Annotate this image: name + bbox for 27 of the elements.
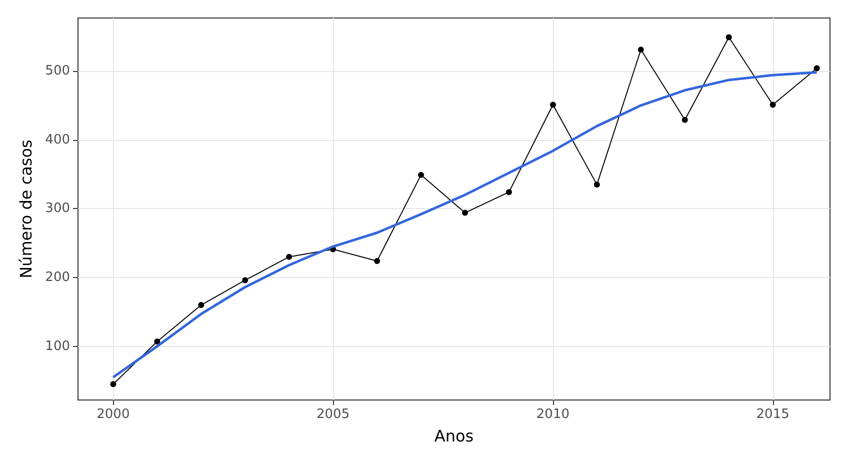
point [682,116,688,123]
point [594,182,600,188]
point [418,172,424,178]
y-tick-label: 500 [45,64,70,78]
point [506,189,512,196]
point [638,46,644,53]
y-tick-label: 400 [45,132,70,148]
point [154,338,160,344]
point [550,102,556,108]
y-tick-label: 100 [45,338,70,354]
x-axis-title: Anos [434,426,474,446]
x-tick-label: 2015 [756,407,790,422]
point [242,277,248,284]
point [110,381,116,388]
point [462,210,468,216]
x-tick-label: 2000 [96,407,130,422]
x-tick-label: 2010 [536,407,570,422]
point [770,102,776,108]
point [374,258,380,264]
point [286,254,292,260]
point [198,302,204,308]
x-tick-label: 2005 [316,407,350,422]
point [814,65,820,72]
y-tick-label: 200 [45,270,70,285]
y-axis-title: Número de casos [16,140,36,278]
y-tick-label: 300 [45,201,70,216]
point [726,34,732,40]
